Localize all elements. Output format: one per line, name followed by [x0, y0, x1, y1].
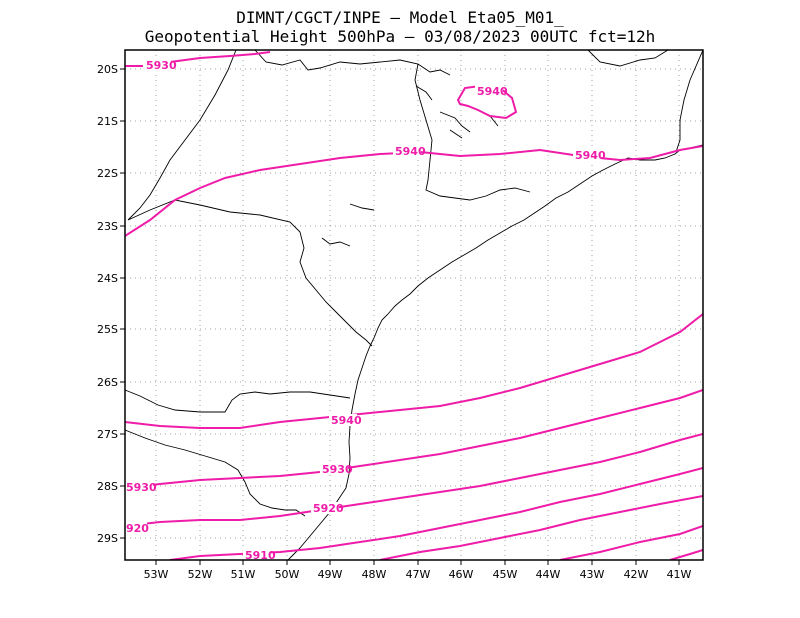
lat-label: 24S [97, 272, 118, 285]
longitude-axis: 53W 52W 51W 50W 49W 48W 47W 46W 45W 44W … [144, 560, 692, 581]
contour-label-5930-south: 5930 [322, 463, 353, 476]
contour-label-5930-west: 5930 [126, 481, 157, 494]
contour-5940-south [125, 313, 703, 429]
lon-label: 45W [493, 568, 518, 581]
state-borders [125, 50, 703, 517]
lat-label: 23S [97, 220, 118, 233]
coastline [287, 144, 703, 560]
lon-label: 43W [580, 568, 605, 581]
contour-labels: 5930 5940 5940 5940 5940 5930 5930 5920 … [125, 59, 606, 562]
lon-label: 46W [449, 568, 474, 581]
lon-label: 53W [144, 568, 169, 581]
lat-label: 25S [97, 323, 118, 336]
contour-label-5940-closed: 5940 [477, 85, 508, 98]
latitude-axis: 20S 21S 22S 23S 24S 25S 26S 27S 28S 29S [97, 63, 125, 545]
contour-5930-south [125, 389, 703, 489]
contour-label-5940-south: 5940 [331, 414, 362, 427]
lat-label: 28S [97, 480, 118, 493]
contour-label-5930-north: 5930 [146, 59, 177, 72]
contour-label-5910: 5910 [245, 549, 276, 562]
lon-label: 41W [667, 568, 692, 581]
contour-5940-north [125, 145, 703, 237]
contour-label-5940-north: 5940 [395, 145, 426, 158]
reservoir-lakes [321, 85, 499, 247]
graticule-grid [125, 50, 703, 560]
contour-5930-north [125, 51, 271, 67]
contour-label-5920: 5920 [313, 502, 344, 515]
lat-label: 21S [97, 115, 118, 128]
lon-label: 51W [231, 568, 256, 581]
map-frame [124, 49, 704, 561]
lon-label: 47W [406, 568, 431, 581]
map-title-line1: DIMNT/CGCT/INPE – Model Eta05_M01_ [236, 8, 564, 27]
lon-label: 48W [362, 568, 387, 581]
lon-label: 50W [275, 568, 300, 581]
map-title-line2: Geopotential Height 500hPa – 03/08/2023 … [144, 27, 656, 46]
contour-5920 [125, 433, 703, 527]
lat-label: 26S [97, 376, 118, 389]
lon-label: 52W [188, 568, 213, 581]
lat-label: 20S [97, 63, 118, 76]
contour-label-5940-east: 5940 [575, 149, 606, 162]
contour-5880 [669, 549, 703, 560]
contour-5890 [559, 525, 703, 560]
lon-label: 44W [536, 568, 561, 581]
contour-5900 [379, 495, 703, 560]
contour-label-5920-west: 920 [126, 522, 149, 535]
lon-label: 42W [624, 568, 649, 581]
lat-label: 22S [97, 167, 118, 180]
lon-label: 49W [318, 568, 343, 581]
lat-label: 29S [97, 532, 118, 545]
lat-label: 27S [97, 428, 118, 441]
